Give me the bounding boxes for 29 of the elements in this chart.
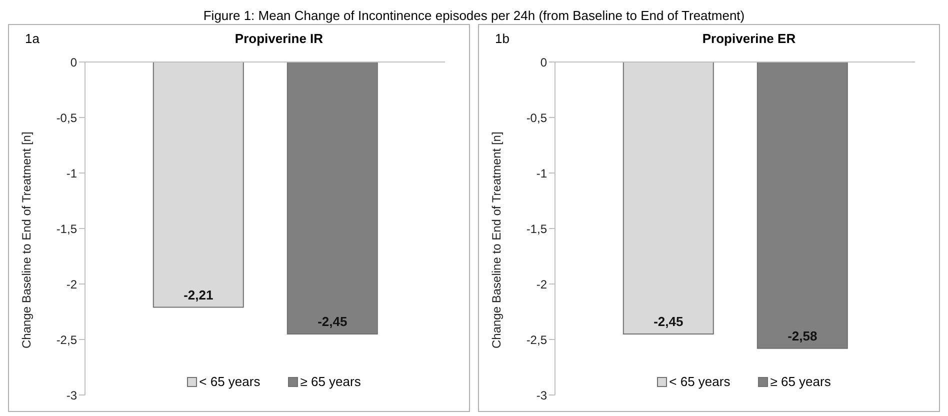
y-tick-label: -0,5 [56, 110, 78, 125]
legend-label: < 65 years [668, 374, 730, 389]
y-tick-label: -3 [66, 388, 78, 402]
legend-label: < 65 years [198, 374, 260, 389]
y-tick-label: -1 [536, 166, 548, 180]
y-tick-label: -1,5 [526, 222, 548, 236]
y-tick-label: -3 [536, 388, 548, 402]
data-label: -2,21 [184, 287, 214, 302]
legend-label: ≥ 65 years [769, 374, 831, 389]
text: 1a [25, 31, 40, 46]
y-tick-label: 0 [540, 55, 548, 70]
data-label: -2,45 [318, 314, 348, 329]
y-tick-label: -2,5 [526, 332, 548, 347]
legend-label: ≥ 65 years [299, 374, 361, 389]
y-tick-label: -1,5 [56, 222, 78, 236]
chart-title: Propiverine IR [234, 31, 324, 46]
y-tick-label: -0,5 [526, 110, 548, 125]
data-label: -2,45 [654, 314, 684, 329]
chart-title: Propiverine ER [701, 31, 797, 46]
y-axis-title: Change Baseline to End of Treatment [n] [19, 132, 34, 348]
y-tick-label: -1 [66, 166, 78, 180]
text: 1b [495, 31, 510, 46]
y-tick-label: 0 [70, 55, 78, 70]
y-axis-title: Change Baseline to End of Treatment [n] [489, 132, 504, 348]
y-tick-label: -2,5 [56, 332, 78, 347]
y-tick-label: -2 [536, 277, 548, 292]
caption: Figure 1: Mean Change of Incontinence episodes per 24h (from Baseline to End of Treatment) [202, 8, 746, 24]
y-tick-label: -2 [66, 277, 78, 292]
data-label: -2,58 [788, 328, 818, 344]
